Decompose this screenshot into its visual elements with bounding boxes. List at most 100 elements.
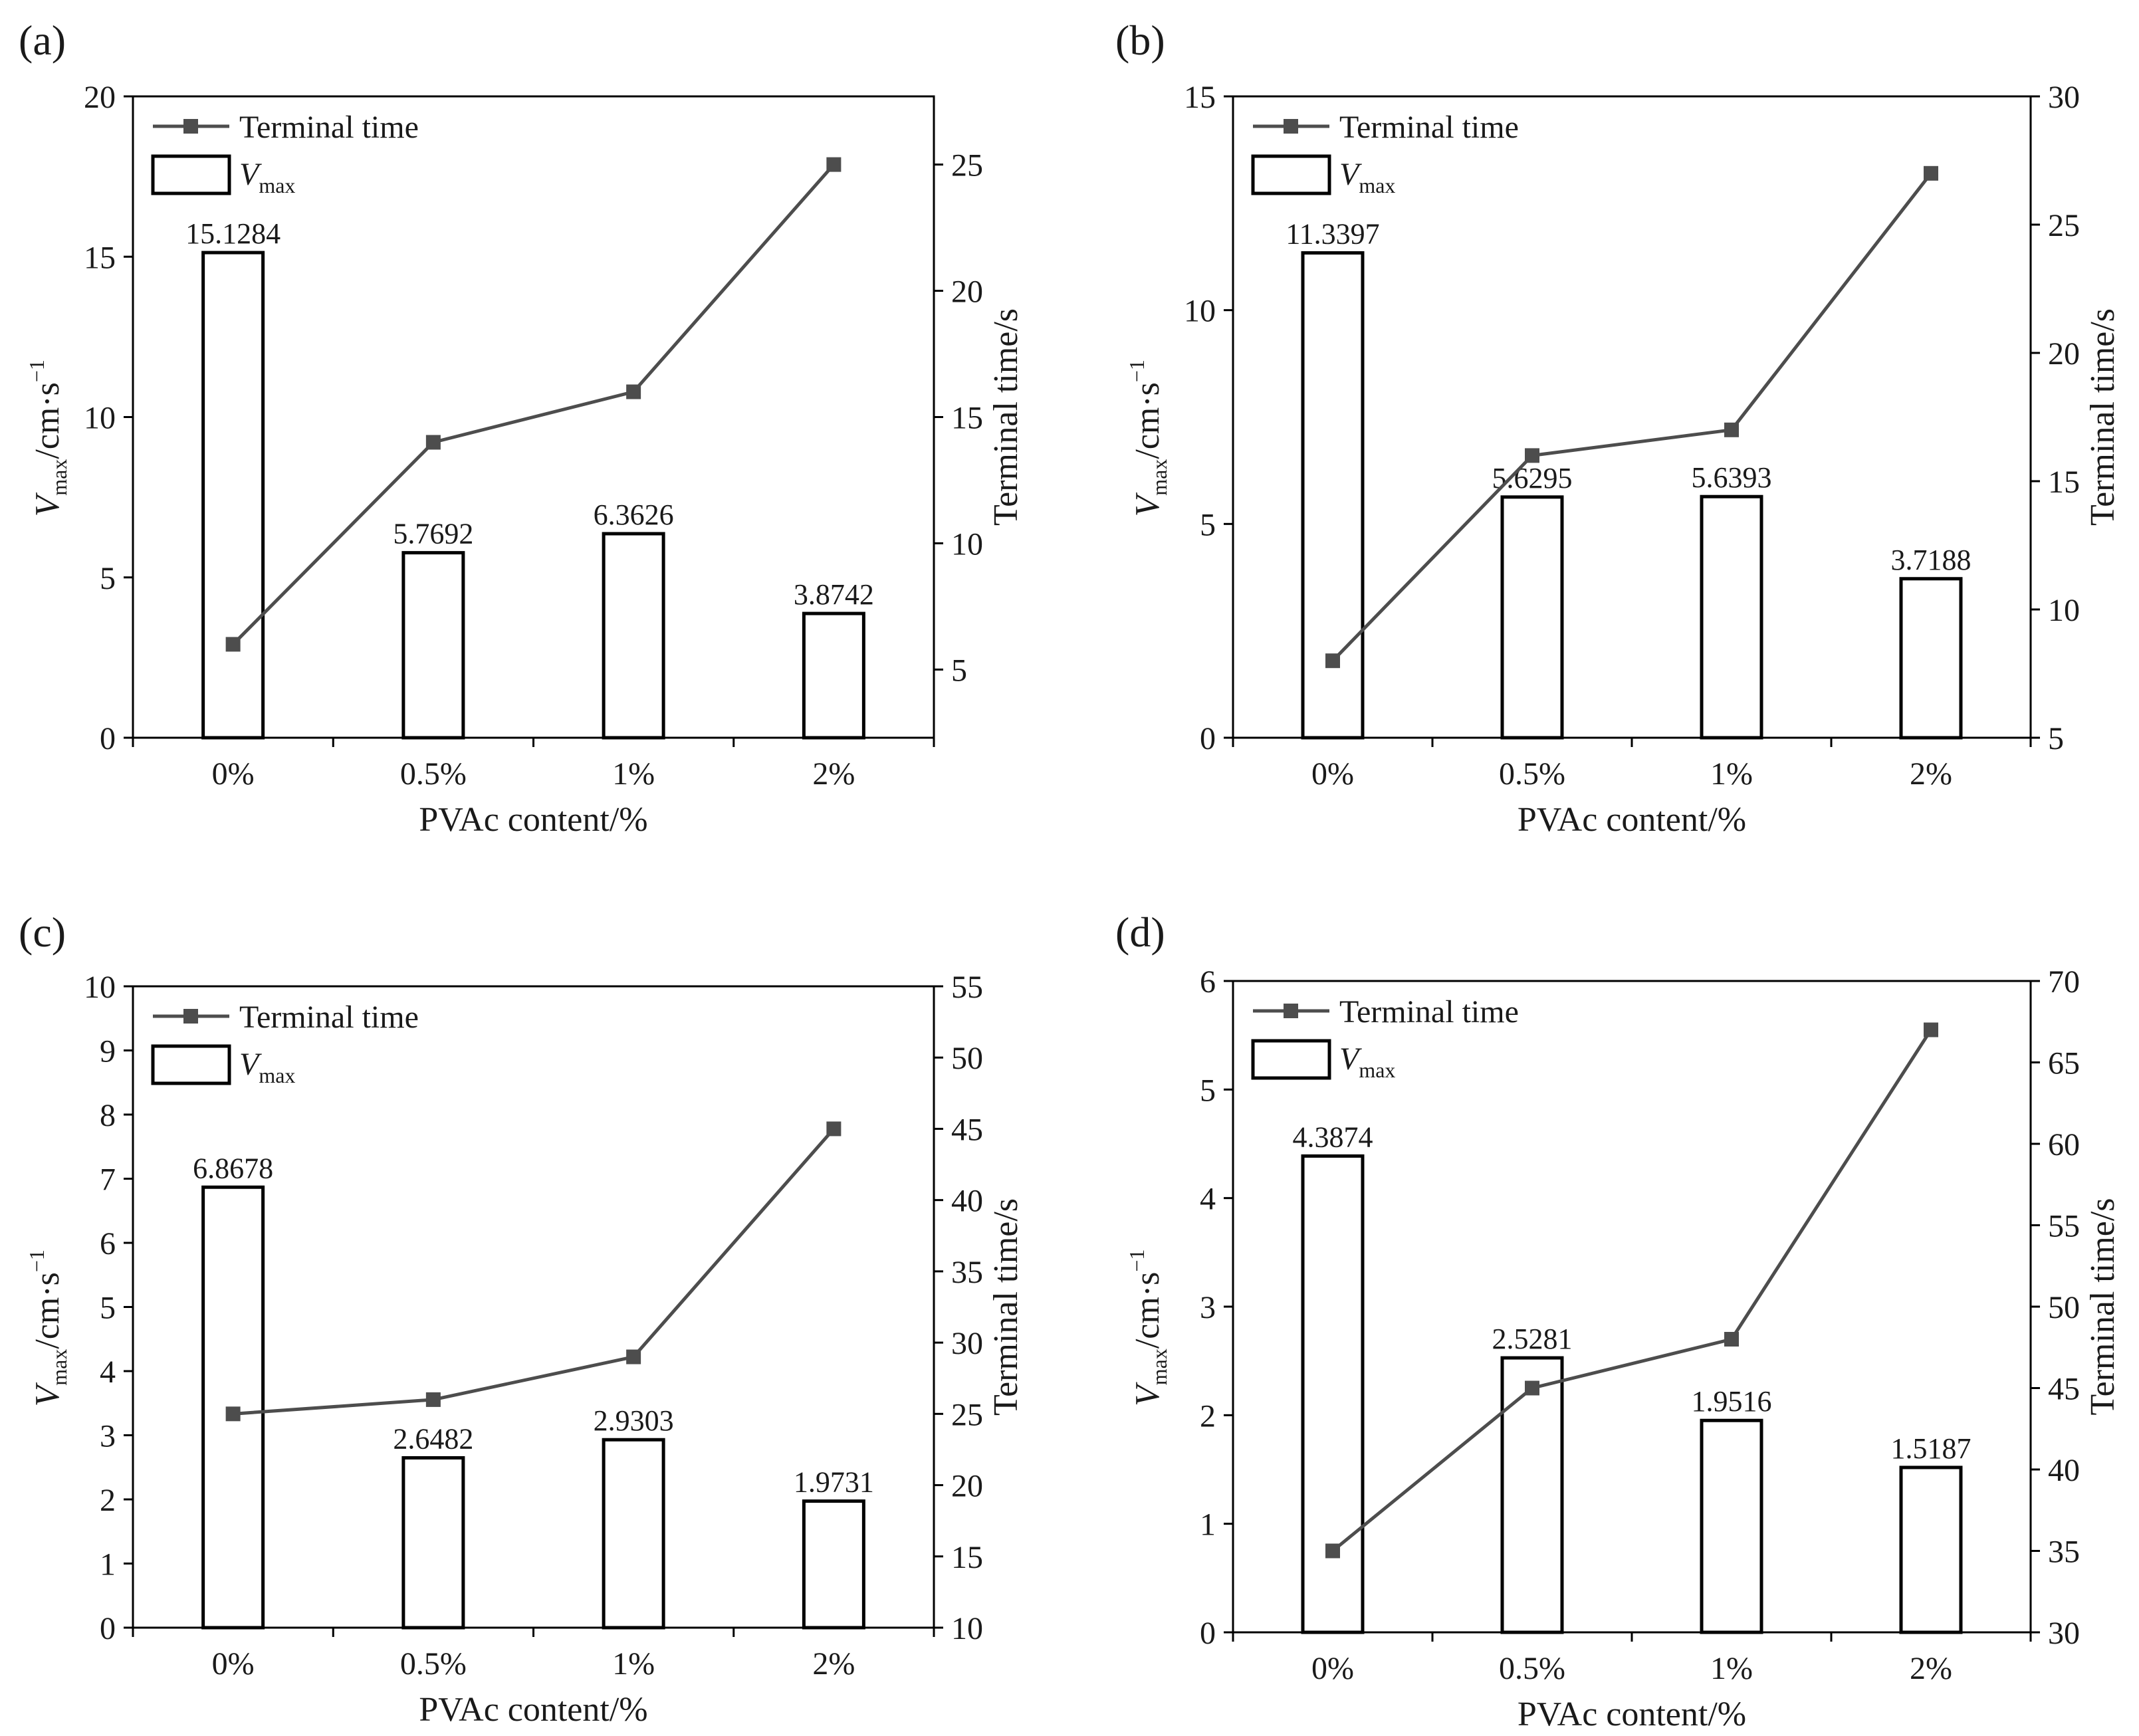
x-tick-label: 1% (612, 756, 655, 792)
bar-1 (1500, 495, 1564, 740)
x-tick-label: 2% (1910, 756, 1952, 792)
bar-data-label: 2.9303 (594, 1404, 674, 1437)
legend-line-marker (1284, 1004, 1298, 1018)
bar-data-label: 5.6295 (1492, 462, 1573, 494)
x-axis-title: PVAc content/% (1518, 801, 1746, 839)
line-marker-2 (1724, 422, 1739, 437)
left-tick-label: 5 (1200, 507, 1216, 542)
right-tick-label: 25 (951, 1397, 983, 1432)
left-tick-label: 3 (100, 1419, 116, 1454)
bar-3 (1899, 577, 1963, 740)
line-marker-0 (225, 637, 241, 652)
bar-data-label: 3.7188 (1891, 544, 1971, 576)
x-tick-label: 0.5% (400, 756, 467, 792)
right-tick-label: 15 (951, 1540, 983, 1575)
line-marker-1 (1525, 448, 1539, 463)
right-tick-label: 30 (951, 1326, 983, 1361)
left-tick-label: 5 (100, 1291, 116, 1326)
right-tick-label: 45 (951, 1112, 983, 1147)
line-marker-3 (1924, 165, 1938, 181)
left-tick-label: 2 (100, 1483, 116, 1518)
right-axis-title: Terminal time/s (2084, 308, 2122, 526)
bar-data-label: 6.3626 (594, 498, 674, 531)
right-tick-label: 30 (2048, 80, 2080, 115)
line-marker-2 (626, 384, 641, 399)
x-axis-title: PVAc content/% (1518, 1695, 1746, 1733)
left-tick-label: 15 (1184, 80, 1216, 115)
right-axis-title: Terminal time/s (987, 1198, 1025, 1416)
left-tick-label: 10 (84, 401, 116, 436)
right-tick-label: 5 (2048, 721, 2064, 756)
line-marker-3 (826, 157, 842, 172)
left-tick-label: 6 (100, 1226, 116, 1261)
left-tick-label: 6 (1200, 964, 1216, 1000)
right-tick-label: 55 (2048, 1209, 2080, 1244)
left-tick-label: 20 (84, 80, 116, 115)
right-tick-label: 70 (2048, 964, 2080, 1000)
chart-panel-c: (c)6.86782.64822.93031.97310123456789101… (19, 909, 1025, 1729)
legend-line-label: Terminal time (239, 110, 419, 145)
right-tick-label: 10 (951, 1611, 983, 1646)
legend-bar-swatch (1251, 1039, 1331, 1080)
left-tick-label: 4 (1200, 1182, 1216, 1217)
x-tick-label: 1% (1710, 1651, 1753, 1686)
x-tick-label: 0% (212, 1646, 255, 1682)
bar-data-label: 1.5187 (1891, 1432, 1971, 1465)
right-axis-title: Terminal time/s (2084, 1198, 2122, 1415)
line-marker-3 (1924, 1022, 1938, 1037)
panel-label: (b) (1115, 17, 1165, 64)
left-tick-label: 0 (1200, 1616, 1216, 1651)
x-tick-label: 0.5% (1499, 1651, 1565, 1686)
panel-label: (d) (1115, 909, 1165, 956)
right-tick-label: 35 (951, 1255, 983, 1290)
right-tick-label: 40 (2048, 1453, 2080, 1488)
line-marker-1 (1525, 1380, 1539, 1396)
bar-3 (802, 611, 865, 740)
line-marker-0 (1325, 653, 1340, 669)
terminal-time-line (233, 1127, 836, 1416)
right-tick-label: 25 (2048, 208, 2080, 243)
bar-data-label: 2.5281 (1492, 1323, 1573, 1355)
right-tick-label: 20 (951, 274, 983, 310)
bar-data-label: 5.6393 (1692, 461, 1772, 494)
right-tick-label: 50 (2048, 1290, 2080, 1325)
bar-data-label: 1.9516 (1692, 1385, 1772, 1418)
x-axis-title: PVAc content/% (419, 801, 647, 839)
chart-panel-b: (b) 11.3397 5.6295 5.6393 3.7188 0 5 10 15 5 10 15 2… (1115, 17, 2122, 839)
bar-data-label: 11.3397 (1286, 217, 1379, 250)
panel-label: (c) (19, 909, 66, 956)
x-tick-label: 0% (212, 756, 255, 792)
bar-data-label: 4.3874 (1293, 1121, 1373, 1153)
left-tick-label: 15 (84, 240, 116, 275)
legend-bar-swatch (151, 1044, 231, 1085)
left-tick-label: 7 (100, 1162, 116, 1198)
line-marker-2 (1724, 1332, 1739, 1347)
bar-data-label: 6.8678 (193, 1152, 273, 1184)
x-tick-label: 2% (812, 756, 855, 792)
left-tick-label: 10 (1184, 294, 1216, 329)
x-tick-label: 0% (1311, 1651, 1354, 1686)
line-marker-0 (225, 1406, 241, 1422)
x-tick-label: 0% (1311, 756, 1354, 792)
x-tick-label: 0.5% (1499, 756, 1565, 792)
left-axis-title: Vmax/cm·s−1 (1125, 1249, 1171, 1406)
line-marker-1 (425, 435, 441, 450)
left-tick-label: 1 (1200, 1507, 1216, 1543)
left-tick-label: 10 (84, 970, 116, 1005)
legend-line-marker (183, 119, 198, 134)
right-axis-title: Terminal time/s (987, 308, 1025, 526)
x-tick-label: 1% (1710, 756, 1753, 792)
bar-data-label: 5.7692 (393, 518, 473, 550)
bar-0 (201, 251, 265, 740)
bar-0 (1301, 1154, 1365, 1634)
left-tick-label: 9 (100, 1034, 116, 1069)
legend-bar-label: Vmax (1339, 1041, 1395, 1082)
left-axis-title: Vmax/cm·s−1 (25, 1249, 71, 1406)
right-tick-label: 35 (2048, 1535, 2080, 1570)
legend-line-marker (1284, 119, 1298, 134)
bar-3 (1899, 1465, 1963, 1634)
line-marker-0 (1325, 1543, 1340, 1559)
legend-line-label: Terminal time (239, 1000, 419, 1035)
line-marker-1 (425, 1392, 441, 1407)
